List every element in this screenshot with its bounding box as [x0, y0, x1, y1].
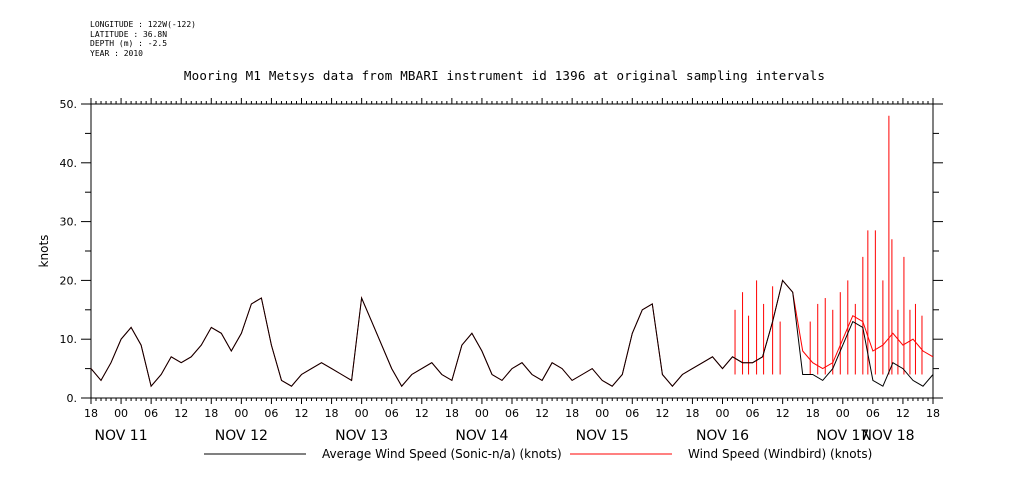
x-tick-label: 06 [625, 407, 639, 420]
x-tick-label: 06 [264, 407, 278, 420]
x-day-label: NOV 15 [576, 428, 629, 444]
x-tick-label: 18 [445, 407, 459, 420]
depth-label: DEPTH (m) : -2.5 [90, 39, 168, 48]
x-tick-label: 18 [325, 407, 339, 420]
metadata-block: LONGITUDE : 122W(-122) LATITUDE : 36.8N … [90, 20, 196, 58]
legend-label-average: Average Wind Speed (Sonic-n/a) (knots) [322, 447, 562, 461]
y-tick-label: 50. [60, 98, 78, 111]
x-tick-label: 06 [144, 407, 158, 420]
x-tick-label: 06 [746, 407, 760, 420]
x-tick-label: 12 [174, 407, 188, 420]
x-tick-label: 12 [776, 407, 790, 420]
x-day-label: NOV 16 [696, 428, 749, 444]
chart-title: Mooring M1 Metsys data from MBARI instru… [183, 68, 826, 83]
x-day-label: NOV 12 [215, 428, 268, 444]
x-tick-label: 12 [896, 407, 910, 420]
y-axis-label: knots [37, 235, 51, 268]
year-label: YEAR : 2010 [90, 48, 143, 58]
x-tick-label: 00 [114, 407, 128, 420]
y-tick-label: 40. [60, 157, 78, 170]
x-tick-label: 06 [866, 407, 880, 420]
x-tick-label: 18 [84, 407, 98, 420]
x-day-label: NOV 11 [95, 428, 148, 444]
x-tick-label: 00 [355, 407, 369, 420]
y-tick-label: 0. [67, 392, 78, 405]
x-tick-label: 00 [595, 407, 609, 420]
x-tick-label: 12 [295, 407, 309, 420]
x-day-label: NOV 17 [816, 428, 869, 444]
y-tick-label: 20. [60, 274, 78, 287]
x-tick-label: 00 [836, 407, 850, 420]
x-tick-label: 00 [234, 407, 248, 420]
x-tick-label: 12 [535, 407, 549, 420]
x-tick-label: 00 [716, 407, 730, 420]
longitude-label: LONGITUDE : 122W(-122) [90, 20, 196, 29]
x-tick-label: 18 [926, 407, 940, 420]
x-day-label: NOV 13 [335, 428, 388, 444]
x-tick-label: 12 [655, 407, 669, 420]
legend-label-windbird: Wind Speed (Windbird) (knots) [688, 447, 872, 461]
x-tick-label: 06 [385, 407, 399, 420]
x-day-label: NOV 14 [455, 428, 508, 444]
y-tick-label: 10. [60, 333, 78, 346]
series-line-average [90, 279, 934, 388]
latitude-label: LATITUDE : 36.8N [90, 29, 168, 39]
y-tick-label: 30. [60, 216, 78, 229]
x-tick-label: 18 [806, 407, 820, 420]
x-tick-label: 12 [415, 407, 429, 420]
plot-frame [90, 103, 934, 399]
x-tick-label: 18 [565, 407, 579, 420]
x-tick-label: 18 [204, 407, 218, 420]
x-tick-label: 18 [685, 407, 699, 420]
x-tick-label: 00 [475, 407, 489, 420]
series-line-windbird [90, 279, 934, 388]
x-tick-label: 06 [505, 407, 519, 420]
x-day-label: NOV 18 [861, 428, 914, 444]
